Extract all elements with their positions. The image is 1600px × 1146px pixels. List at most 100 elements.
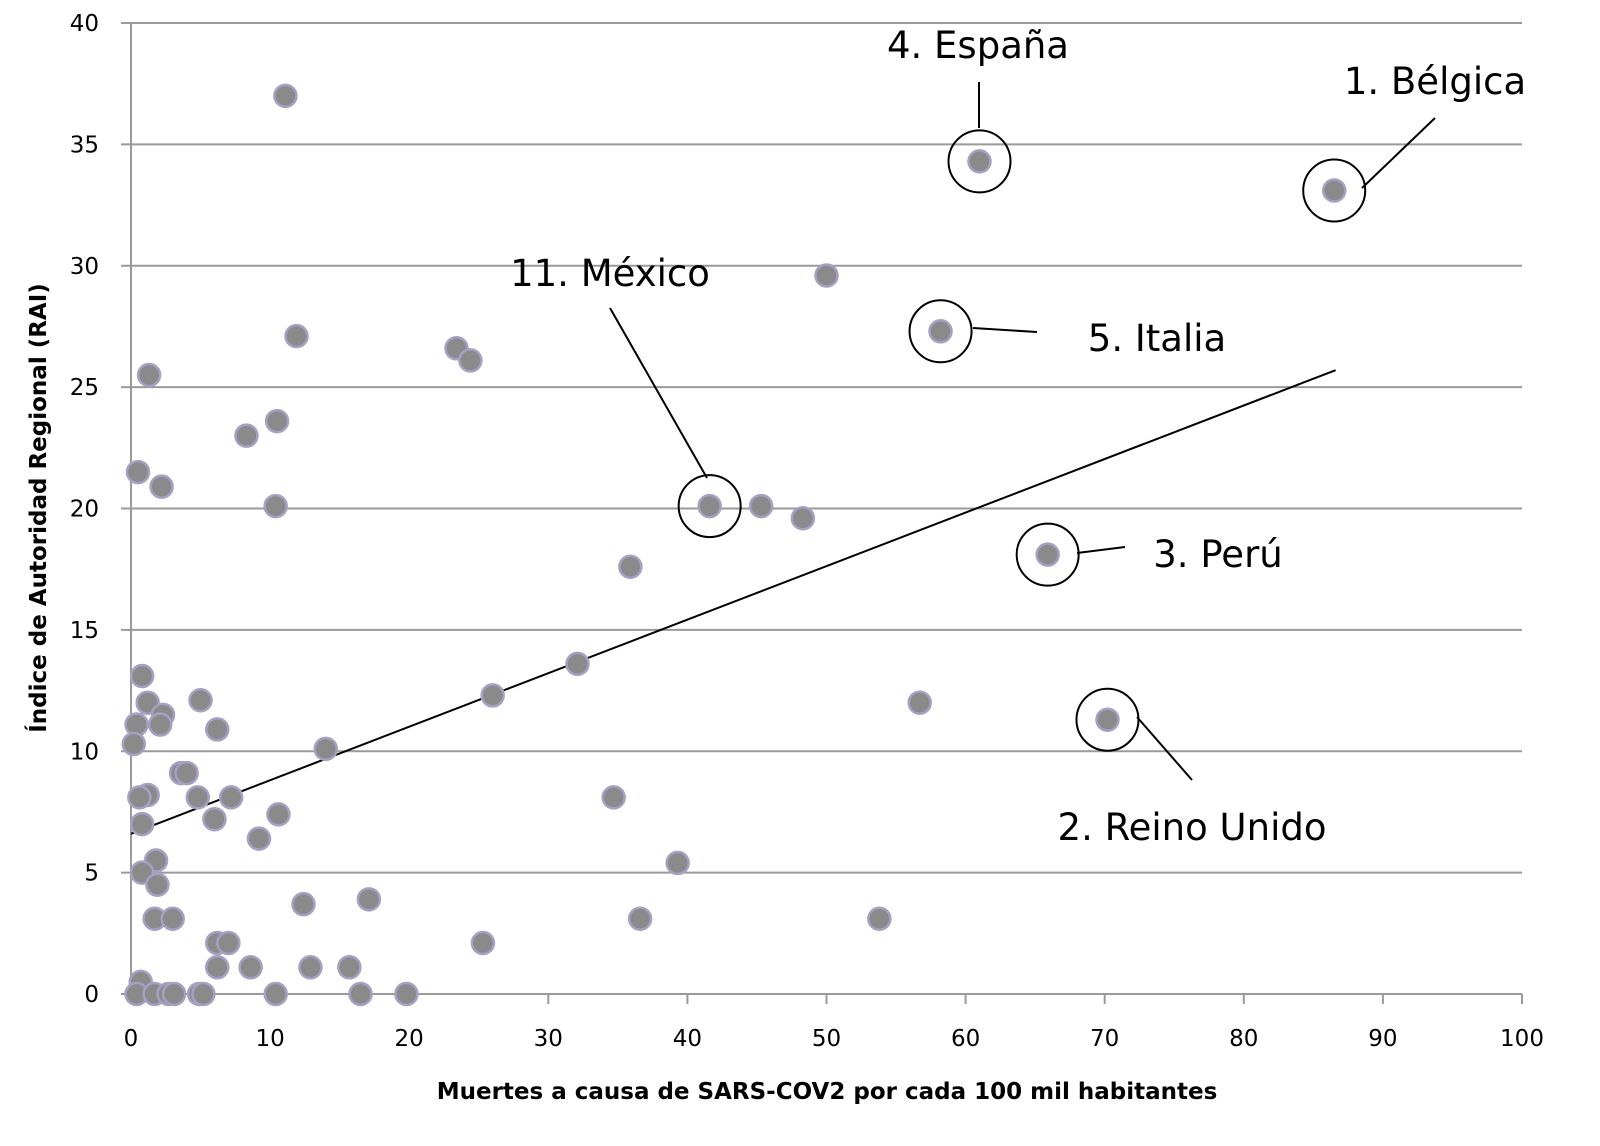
highlight-circle <box>1015 522 1080 587</box>
data-point <box>136 362 162 388</box>
data-point <box>160 906 185 931</box>
x-tick-label: 70 <box>1090 1026 1119 1052</box>
trendline-group <box>130 369 1336 835</box>
data-point <box>697 493 722 519</box>
annotation-label: 1. Bélgica <box>1344 60 1526 103</box>
data-point <box>627 906 653 931</box>
data-point <box>867 906 892 931</box>
data-point <box>470 930 496 956</box>
data-point <box>127 785 152 810</box>
data-point <box>129 811 155 837</box>
x-tick-label: 60 <box>951 1026 980 1052</box>
x-tick-label: 10 <box>255 1026 284 1052</box>
x-tick-label: 30 <box>534 1026 563 1052</box>
data-point <box>238 955 263 980</box>
x-tick-label: 50 <box>812 1026 841 1052</box>
data-point <box>748 493 774 519</box>
annotation-leader-line <box>609 307 708 479</box>
data-point <box>313 736 338 762</box>
annotation-label: 2. Reino Unido <box>1058 806 1327 849</box>
data-point <box>480 683 505 708</box>
y-axis-label: Índice de Autoridad Regional (RAI) <box>24 283 52 733</box>
y-tick-label: 5 <box>84 861 99 887</box>
x-tick-label: 100 <box>1500 1026 1544 1052</box>
data-point <box>601 785 626 810</box>
data-point <box>218 785 244 810</box>
data-point <box>907 690 932 715</box>
x-tick-label: 0 <box>124 1026 139 1052</box>
annotation-label: 4. España <box>887 24 1069 67</box>
annotation-leader-line <box>1076 546 1126 554</box>
data-point <box>174 760 199 786</box>
highlight-circle <box>908 299 973 364</box>
annotation-leader-line <box>972 327 1038 333</box>
annotations: 1. Bélgica 2. Reino Unido 3. Perú 4. España… <box>510 24 1526 849</box>
data-point <box>790 505 816 531</box>
x-axis-label: Muertes a causa de SARS-COV2 por cada 10… <box>437 1079 1218 1105</box>
data-point <box>348 981 373 1007</box>
y-tick-label: 10 <box>70 739 99 765</box>
y-tick-label: 40 <box>70 11 99 37</box>
data-point <box>216 930 241 956</box>
data-point <box>125 459 151 485</box>
data-point <box>191 981 216 1007</box>
highlight-circle <box>1302 158 1367 223</box>
axes: 0 5 10 15 20 25 30 35 40 0 10 20 30 40 50 60 70 80 90 100 <box>70 11 1544 1052</box>
trendline <box>130 369 1336 835</box>
data-point <box>618 554 643 580</box>
highlight-circle <box>947 129 1012 194</box>
y-tick-label: 0 <box>84 982 99 1008</box>
y-tick-label: 20 <box>70 497 99 523</box>
data-point <box>284 323 309 349</box>
x-tick-label: 80 <box>1229 1026 1258 1052</box>
data-point <box>204 717 230 742</box>
data-point <box>263 493 288 519</box>
x-tick-label: 40 <box>673 1026 702 1052</box>
data-point <box>147 712 173 737</box>
data-point <box>202 806 227 832</box>
data-point <box>204 955 230 980</box>
data-point <box>188 688 213 713</box>
data-point <box>814 263 839 288</box>
y-tick-label: 30 <box>70 254 99 280</box>
data-point <box>1321 178 1347 203</box>
data-point <box>263 981 288 1007</box>
data-point <box>967 149 992 174</box>
data-point <box>291 891 316 917</box>
data-point <box>565 651 590 677</box>
data-point <box>394 981 419 1007</box>
data-point <box>337 955 362 980</box>
data-point <box>145 872 170 898</box>
data-point <box>1095 707 1120 732</box>
data-point <box>928 319 953 344</box>
annotation-label: 11. México <box>510 252 710 295</box>
data-point <box>129 663 155 689</box>
y-tick-label: 15 <box>70 618 99 644</box>
data-point <box>264 408 290 434</box>
data-points <box>121 83 1347 1007</box>
highlight-circle <box>677 474 742 539</box>
data-point <box>149 474 174 499</box>
data-point <box>161 981 187 1007</box>
gridlines <box>121 22 1522 995</box>
data-point <box>665 850 690 876</box>
data-point <box>246 826 272 851</box>
data-point <box>121 731 147 757</box>
x-tick-label: 20 <box>395 1026 424 1052</box>
data-point <box>458 348 483 373</box>
annotation-label: 5. Italia <box>1088 317 1226 360</box>
x-tick-label: 90 <box>1368 1026 1397 1052</box>
annotation-label: 3. Perú <box>1153 533 1282 576</box>
y-tick-label: 35 <box>70 132 99 158</box>
annotation-leader-line <box>1136 716 1193 781</box>
annotation-leader-line <box>1361 117 1436 189</box>
data-point <box>273 83 298 109</box>
data-point <box>185 785 211 810</box>
data-point <box>356 887 382 912</box>
data-point <box>266 802 291 827</box>
data-point <box>234 423 259 448</box>
y-tick-label: 25 <box>70 375 99 401</box>
data-point <box>298 955 323 980</box>
data-point <box>1035 542 1060 567</box>
